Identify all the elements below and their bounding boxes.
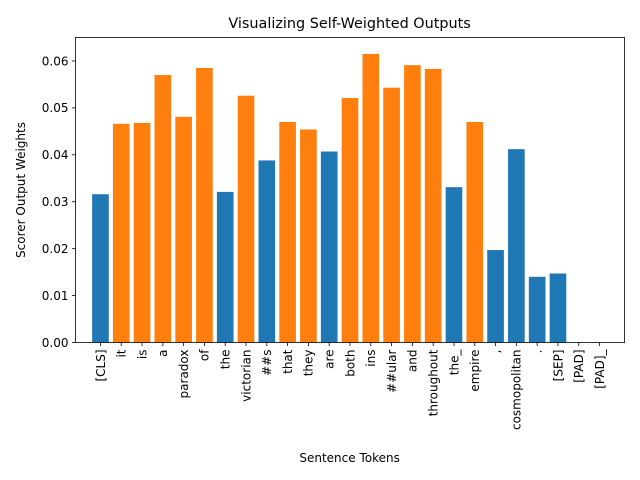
bar-18 xyxy=(466,121,484,343)
x-tick-label: and xyxy=(406,350,420,373)
x-tick-label: the_ xyxy=(447,349,461,376)
x-tick-label: a xyxy=(156,350,170,357)
bar-13 xyxy=(362,53,380,343)
bar-22 xyxy=(549,273,567,343)
x-tick-label: [PAD] xyxy=(572,350,586,383)
bar-11 xyxy=(320,151,338,343)
x-tick-label: is xyxy=(135,350,149,360)
x-tick-label: victorian xyxy=(239,350,253,402)
bar-0 xyxy=(92,194,109,343)
bar-4 xyxy=(175,116,192,343)
bar-12 xyxy=(341,98,359,343)
bar-7 xyxy=(237,95,255,343)
bar-8 xyxy=(258,160,276,343)
bar-6 xyxy=(216,191,234,343)
bar-14 xyxy=(383,87,400,343)
y-tick-label: 0.03 xyxy=(42,195,69,209)
x-tick-label: it xyxy=(115,349,129,357)
bar-3 xyxy=(154,75,172,343)
bar-19 xyxy=(487,250,504,343)
bar-15 xyxy=(404,65,421,343)
x-tick-label: [PAD]_ xyxy=(593,349,607,389)
y-axis-title: Scorer Output Weights xyxy=(14,122,28,258)
chart-title: Visualizing Self-Weighted Outputs xyxy=(228,16,470,32)
x-tick-label: they xyxy=(302,350,316,377)
x-axis-ticks: [CLS] it is a paradox of the victorian ##s that th… xyxy=(94,342,607,431)
y-tick-label: 0.06 xyxy=(42,54,69,68)
x-tick-label: ##ular xyxy=(385,349,399,392)
bar-10 xyxy=(300,129,317,343)
x-tick-label: ##s xyxy=(260,350,274,376)
x-tick-label: throughout xyxy=(426,349,440,416)
y-tick-label: 0.01 xyxy=(42,289,69,303)
y-tick-label: 0.02 xyxy=(42,242,69,256)
bar-20 xyxy=(508,149,525,343)
x-tick-label: that xyxy=(281,349,295,374)
x-tick-label: , xyxy=(489,350,503,354)
y-tick-label: 0.00 xyxy=(42,336,69,350)
x-tick-label: [CLS] xyxy=(94,350,108,382)
bar-21 xyxy=(528,276,546,343)
y-tick-label: 0.05 xyxy=(42,101,69,115)
x-tick-label: empire xyxy=(468,350,482,392)
x-tick-label: cosmopolitan xyxy=(510,350,524,431)
bar-16 xyxy=(424,68,442,343)
bar-5 xyxy=(196,68,213,343)
x-tick-label: . xyxy=(530,350,544,354)
x-tick-label: are xyxy=(323,350,337,369)
x-tick-label: the xyxy=(219,350,233,370)
y-axis-ticks: 0.00 0.01 0.02 0.03 0.04 0.05 0.06 xyxy=(42,54,76,350)
x-tick-label: ins xyxy=(364,350,378,367)
bars-group xyxy=(92,53,567,343)
y-tick-label: 0.04 xyxy=(42,148,69,162)
bar-9 xyxy=(279,121,296,343)
bar-17 xyxy=(445,187,463,343)
x-tick-label: of xyxy=(198,349,212,361)
x-tick-label: [SEP] xyxy=(551,350,565,382)
x-axis-title: Sentence Tokens xyxy=(299,451,400,465)
plot-frame xyxy=(75,37,625,343)
bar-1 xyxy=(112,123,130,343)
bar-2 xyxy=(133,122,151,343)
x-tick-label: both xyxy=(343,350,357,377)
x-tick-label: paradox xyxy=(177,350,191,399)
